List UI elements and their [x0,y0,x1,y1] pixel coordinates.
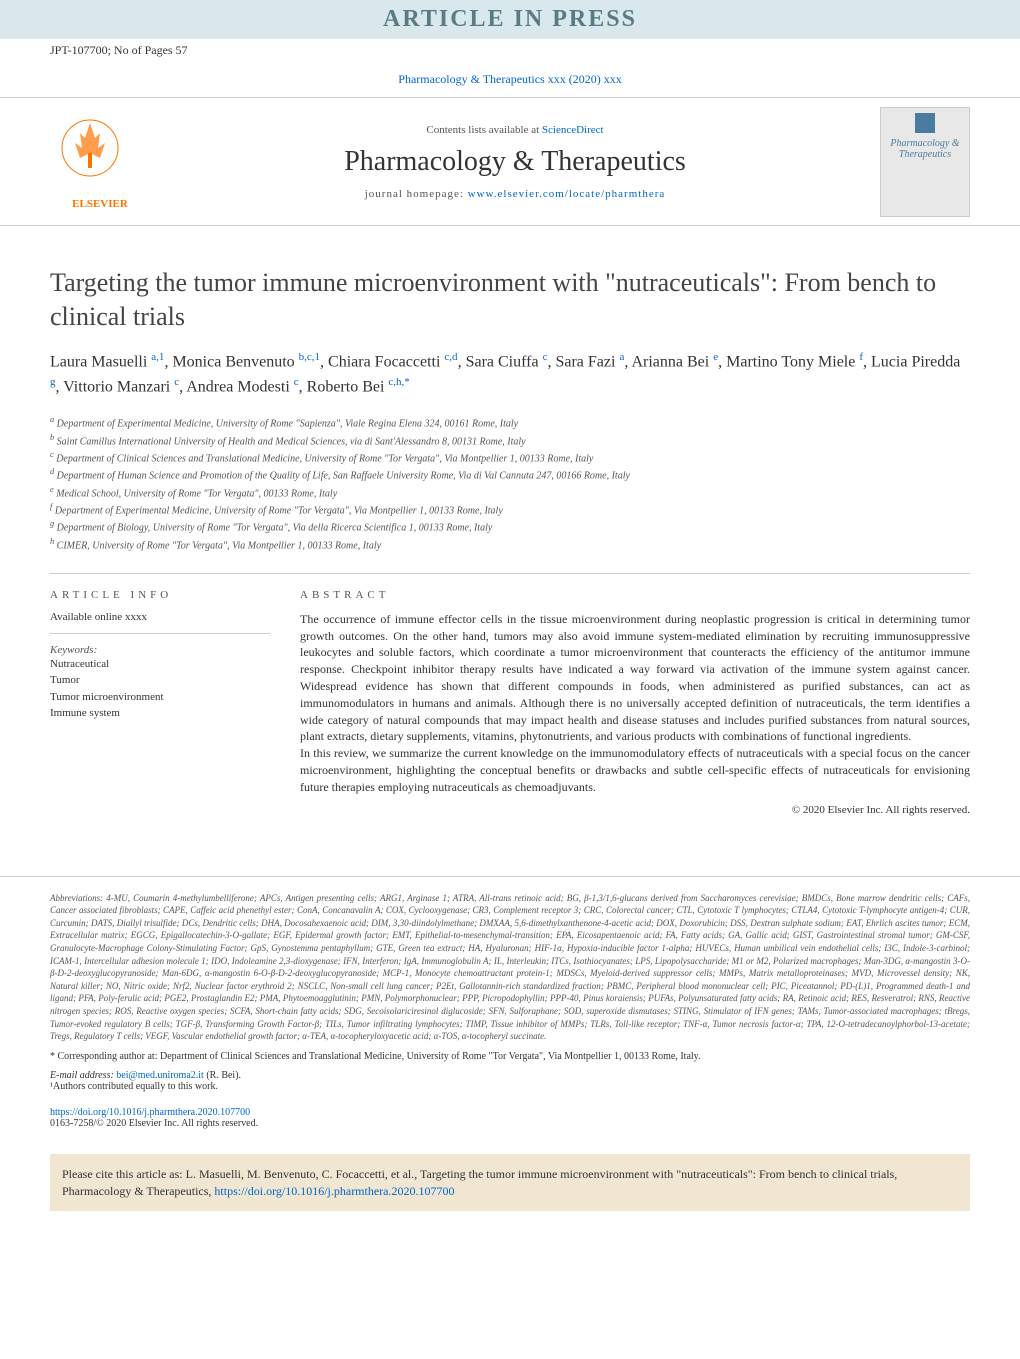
keyword-item: Nutraceutical [50,656,270,673]
cite-this-article-box: Please cite this article as: L. Masuelli… [50,1154,970,1212]
homepage-prefix: journal homepage: [365,188,468,200]
article-id-header: JPT-107700; No of Pages 57 [0,39,1020,62]
email-label: E-mail address: [50,1070,116,1081]
affiliation-item: a Department of Experimental Medicine, U… [50,414,970,431]
abstract-copyright: © 2020 Elsevier Inc. All rights reserved… [300,804,970,816]
corresponding-author: * Corresponding author at: Department of… [50,1051,970,1062]
doi-section: https://doi.org/10.1016/j.pharmthera.202… [0,1092,1020,1144]
journal-homepage: journal homepage: www.elsevier.com/locat… [150,188,880,200]
journal-header-section: ELSEVIER Contents lists available at Sci… [0,97,1020,226]
affiliation-item: f Department of Experimental Medicine, U… [50,501,970,518]
cite-prefix: Please cite this article as: L. Masuelli… [62,1167,897,1198]
elsevier-label: ELSEVIER [50,198,150,210]
keyword-item: Tumor microenvironment [50,689,270,706]
doi-link[interactable]: https://doi.org/10.1016/j.pharmthera.202… [50,1107,250,1118]
authors-list: Laura Masuelli a,1, Monica Benvenuto b,c… [50,349,970,400]
affiliation-item: c Department of Clinical Sciences and Tr… [50,449,970,466]
article-info-column: ARTICLE INFO Available online xxxx Keywo… [50,589,270,816]
article-in-press-banner: ARTICLE IN PRESS [0,0,1020,39]
abbreviations-section: Abbreviations: 4-MU, Coumarin 4-methylum… [0,876,1020,1092]
available-online: Available online xxxx [50,611,270,634]
elsevier-logo: ELSEVIER [50,98,150,225]
citation-line: Pharmacology & Therapeutics xxx (2020) x… [0,62,1020,97]
contents-prefix: Contents lists available at [426,124,541,136]
abstract-paragraph-1: The occurrence of immune effector cells … [300,611,970,745]
affiliation-item: b Saint Camillus International Universit… [50,432,970,449]
cite-doi-link[interactable]: https://doi.org/10.1016/j.pharmthera.202… [214,1184,454,1198]
sciencedirect-link[interactable]: ScienceDirect [542,124,604,136]
abstract-heading: ABSTRACT [300,589,970,601]
cover-icon [915,113,935,133]
keyword-item: Tumor [50,672,270,689]
contents-available-text: Contents lists available at ScienceDirec… [150,124,880,136]
abstract-paragraph-2: In this review, we summarize the current… [300,745,970,795]
journal-title: Pharmacology & Therapeutics [150,146,880,178]
affiliations-list: a Department of Experimental Medicine, U… [50,414,970,553]
affiliation-item: g Department of Biology, University of R… [50,518,970,535]
article-title: Targeting the tumor immune microenvironm… [50,266,970,334]
abstract-column: ABSTRACT The occurrence of immune effect… [300,589,970,816]
elsevier-tree-icon [50,113,130,193]
keywords-label: Keywords: [50,644,270,656]
abbreviations-label: Abbreviations: [50,893,103,903]
article-info-heading: ARTICLE INFO [50,589,270,601]
affiliation-item: d Department of Human Science and Promot… [50,466,970,483]
info-abstract-row: ARTICLE INFO Available online xxxx Keywo… [50,573,970,816]
abbreviations-body: 4-MU, Coumarin 4-methylumbelliferone; AP… [50,893,970,1042]
journal-cover-thumbnail: Pharmacology & Therapeutics [880,107,970,217]
homepage-url-link[interactable]: www.elsevier.com/locate/pharmthera [468,188,666,200]
keyword-item: Immune system [50,705,270,722]
email-line: E-mail address: bei@med.uniroma2.it (R. … [50,1070,970,1081]
main-content: Targeting the tumor immune microenvironm… [0,226,1020,836]
affiliation-item: e Medical School, University of Rome "To… [50,484,970,501]
journal-title-block: Contents lists available at ScienceDirec… [150,114,880,210]
email-link[interactable]: bei@med.uniroma2.it [116,1070,204,1081]
affiliation-item: h CIMER, University of Rome "Tor Vergata… [50,536,970,553]
keywords-list: NutraceuticalTumorTumor microenvironment… [50,656,270,722]
email-suffix: (R. Bei). [204,1070,241,1081]
doi-copyright: 0163-7258/© 2020 Elsevier Inc. All right… [50,1118,258,1129]
equal-contribution-footnote: ¹Authors contributed equally to this wor… [50,1081,970,1092]
cover-text: Pharmacology & Therapeutics [886,138,964,160]
abbreviations-text: Abbreviations: 4-MU, Coumarin 4-methylum… [50,892,970,1043]
